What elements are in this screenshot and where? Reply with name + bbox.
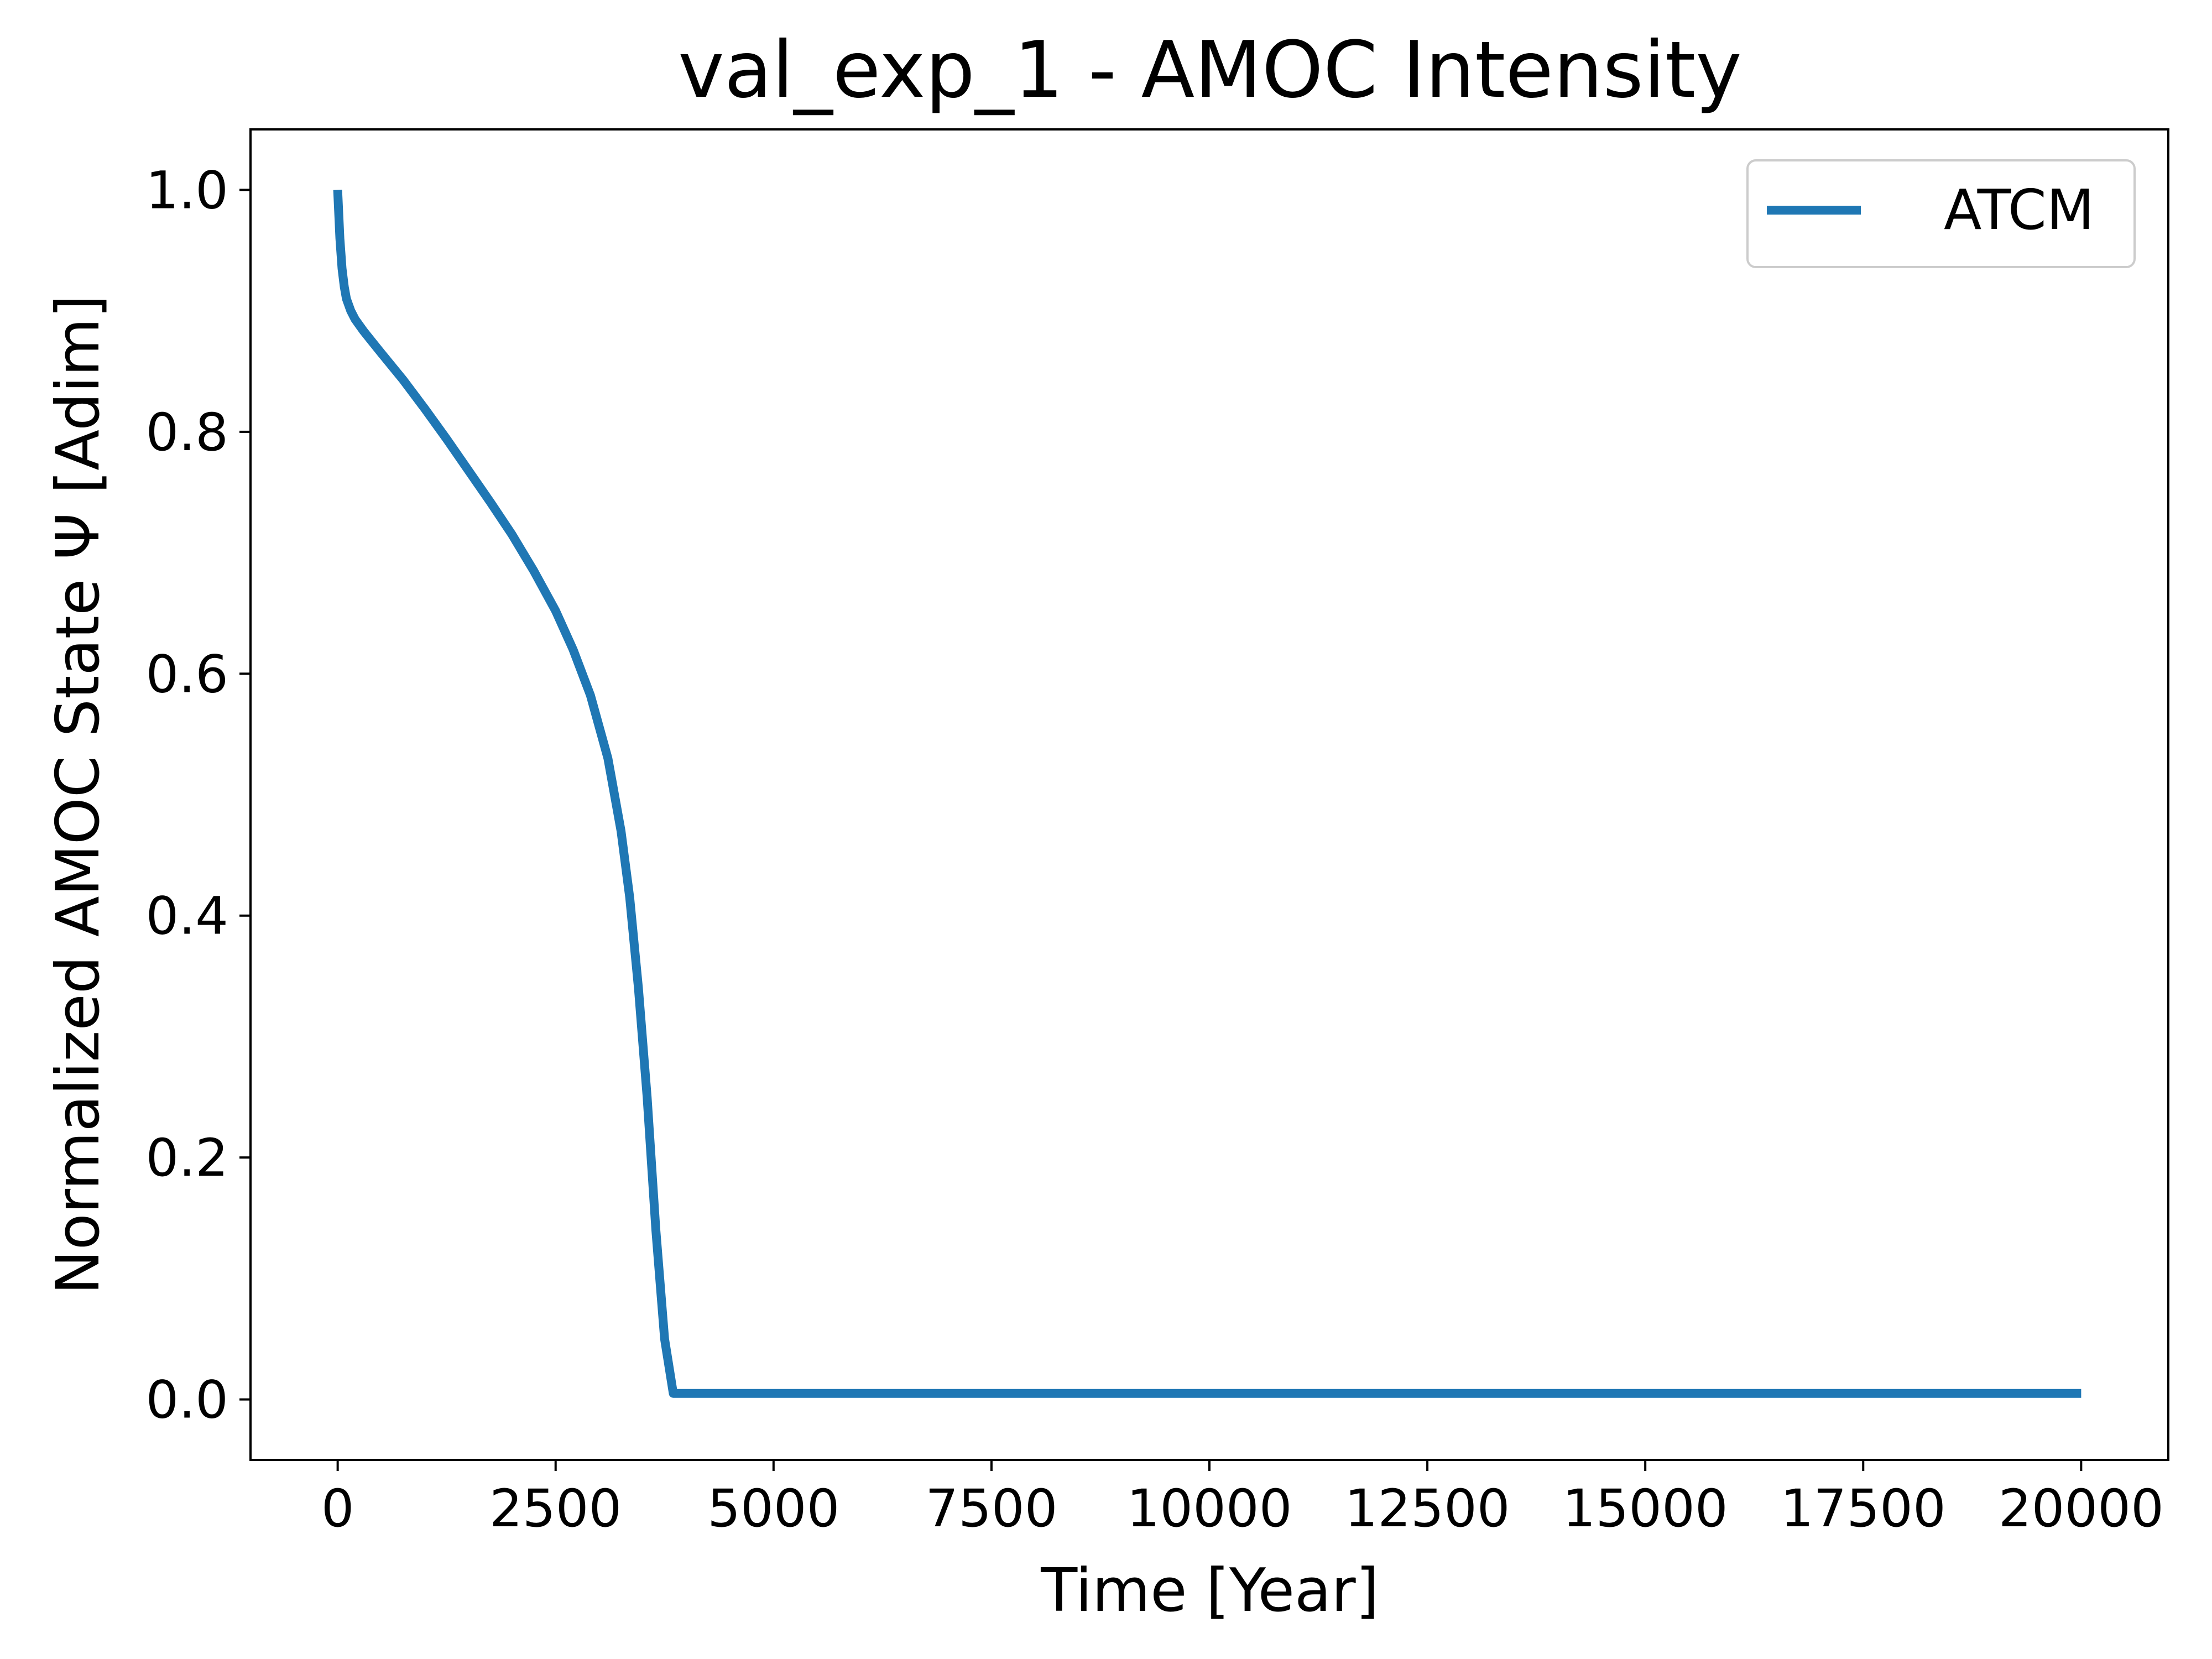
chart-title: val_exp_1 - AMOC Intensity xyxy=(678,25,1742,116)
y-tick-label: 0.0 xyxy=(146,1370,229,1431)
legend: ATCM xyxy=(1746,159,2136,268)
plot-area xyxy=(333,190,2081,1398)
y-axis-label: Normalized AMOC State Ψ [Adim] xyxy=(44,295,113,1295)
x-tick-label: 20000 xyxy=(1999,1479,2164,1539)
y-tick-label: 0.6 xyxy=(146,644,229,705)
x-tick-label: 10000 xyxy=(1126,1479,1292,1539)
x-tick-label: 17500 xyxy=(1781,1479,1946,1539)
legend-label-atcm: ATCM xyxy=(1944,178,2094,242)
y-tick-label: 0.8 xyxy=(146,403,229,463)
x-tick-label: 2500 xyxy=(489,1479,622,1539)
x-tick-label: 7500 xyxy=(925,1479,1057,1539)
x-axis-label: Time [Year] xyxy=(1040,1556,1379,1625)
series-line-atcm xyxy=(333,190,2081,1398)
x-tick-label: 5000 xyxy=(707,1479,839,1539)
plot-frame xyxy=(249,128,2169,1461)
x-tick-label: 0 xyxy=(321,1479,354,1539)
legend-box xyxy=(1746,159,2136,268)
x-tick-label: 15000 xyxy=(1563,1479,1728,1539)
y-tick-label: 0.4 xyxy=(146,886,229,947)
axis-ticks: 0 2500 5000 7500 10000 12500 15000 17500 20000 0.… xyxy=(146,160,2164,1539)
y-tick-label: 1.0 xyxy=(146,160,229,221)
x-tick-label: 12500 xyxy=(1345,1479,1510,1539)
y-tick-label: 0.2 xyxy=(146,1128,229,1188)
